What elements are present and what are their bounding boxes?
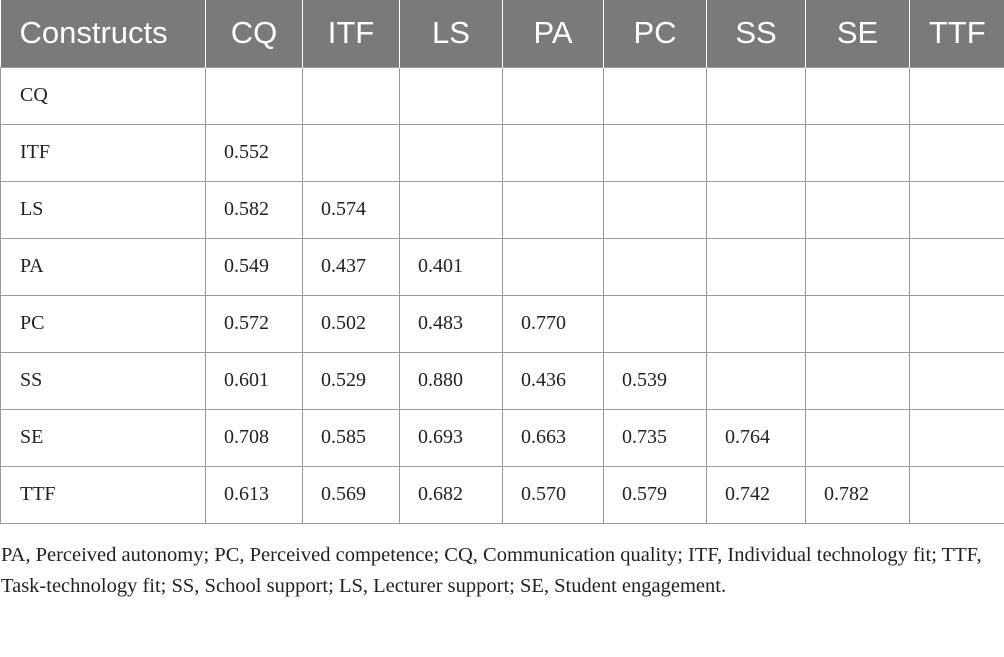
header-cell-ls: LS — [399, 0, 503, 67]
value-cell: 0.552 — [205, 123, 303, 182]
header-cell-constructs: Constructs — [0, 0, 206, 67]
header-cell-pc: PC — [603, 0, 707, 67]
row-label-cell: SS — [0, 351, 206, 410]
header-cell-itf: ITF — [302, 0, 400, 67]
header-cell-ss: SS — [706, 0, 806, 67]
value-cell — [603, 294, 707, 353]
value-cell — [502, 123, 604, 182]
header-cell-se: SE — [805, 0, 910, 67]
header-row: Constructs CQ ITF LS PA PC SS SE TTF — [0, 0, 1004, 67]
value-cell: 0.437 — [302, 237, 400, 296]
table-row: TTF 0.613 0.569 0.682 0.570 0.579 0.742 0.782 — [0, 465, 1004, 524]
value-cell: 0.663 — [502, 408, 604, 467]
value-cell — [302, 123, 400, 182]
value-cell — [909, 237, 1004, 296]
value-cell — [603, 237, 707, 296]
value-cell — [805, 180, 910, 239]
htmt-table: Constructs CQ ITF LS PA PC SS SE TTF CQ I… — [0, 0, 1004, 524]
value-cell: 0.574 — [302, 180, 400, 239]
value-cell: 0.764 — [706, 408, 806, 467]
value-cell: 0.570 — [502, 465, 604, 524]
row-label-cell: ITF — [0, 123, 206, 182]
value-cell: 0.613 — [205, 465, 303, 524]
value-cell: 0.782 — [805, 465, 910, 524]
row-label-cell: TTF — [0, 465, 206, 524]
value-cell — [502, 66, 604, 125]
value-cell: 0.708 — [205, 408, 303, 467]
value-cell — [603, 123, 707, 182]
value-cell — [909, 180, 1004, 239]
value-cell: 0.880 — [399, 351, 503, 410]
value-cell: 0.483 — [399, 294, 503, 353]
value-cell: 0.585 — [302, 408, 400, 467]
header-cell-pa: PA — [502, 0, 604, 67]
row-label-cell: PA — [0, 237, 206, 296]
row-label-cell: PC — [0, 294, 206, 353]
value-cell — [805, 66, 910, 125]
value-cell: 0.579 — [603, 465, 707, 524]
value-cell — [502, 237, 604, 296]
value-cell — [909, 408, 1004, 467]
table-header: Constructs CQ ITF LS PA PC SS SE TTF — [0, 0, 1004, 67]
value-cell — [399, 180, 503, 239]
value-cell — [603, 66, 707, 125]
table-body: CQ ITF 0.552 LS 0.582 0.574 PA 0.549 0.437 0.401 P… — [0, 66, 1004, 524]
value-cell: 0.436 — [502, 351, 604, 410]
value-cell: 0.549 — [205, 237, 303, 296]
value-cell — [399, 123, 503, 182]
value-cell: 0.529 — [302, 351, 400, 410]
row-label-cell: SE — [0, 408, 206, 467]
value-cell — [805, 123, 910, 182]
value-cell — [909, 294, 1004, 353]
row-label-cell: LS — [0, 180, 206, 239]
value-cell: 0.502 — [302, 294, 400, 353]
value-cell — [805, 351, 910, 410]
value-cell — [706, 66, 806, 125]
value-cell: 0.735 — [603, 408, 707, 467]
table-row: SE 0.708 0.585 0.693 0.663 0.735 0.764 — [0, 408, 1004, 467]
value-cell — [603, 180, 707, 239]
value-cell — [706, 351, 806, 410]
value-cell — [399, 66, 503, 125]
value-cell — [706, 180, 806, 239]
value-cell — [805, 408, 910, 467]
value-cell — [909, 123, 1004, 182]
value-cell — [706, 294, 806, 353]
value-cell: 0.693 — [399, 408, 503, 467]
value-cell: 0.742 — [706, 465, 806, 524]
table-row: SS 0.601 0.529 0.880 0.436 0.539 — [0, 351, 1004, 410]
row-label-cell: CQ — [0, 66, 206, 125]
table-footnote: PA, Perceived autonomy; PC, Perceived co… — [1, 544, 982, 597]
table-row: LS 0.582 0.574 — [0, 180, 1004, 239]
value-cell — [502, 180, 604, 239]
value-cell — [706, 123, 806, 182]
table-row: PA 0.549 0.437 0.401 — [0, 237, 1004, 296]
value-cell — [706, 237, 806, 296]
value-cell: 0.572 — [205, 294, 303, 353]
value-cell: 0.601 — [205, 351, 303, 410]
value-cell — [909, 66, 1004, 125]
table-row: PC 0.572 0.502 0.483 0.770 — [0, 294, 1004, 353]
value-cell — [909, 465, 1004, 524]
value-cell — [909, 351, 1004, 410]
value-cell — [205, 66, 303, 125]
header-cell-cq: CQ — [205, 0, 303, 67]
value-cell: 0.401 — [399, 237, 503, 296]
header-cell-ttf: TTF — [909, 0, 1004, 67]
value-cell: 0.770 — [502, 294, 604, 353]
value-cell: 0.569 — [302, 465, 400, 524]
table-row: CQ — [0, 66, 1004, 125]
value-cell — [805, 294, 910, 353]
value-cell: 0.582 — [205, 180, 303, 239]
value-cell: 0.682 — [399, 465, 503, 524]
value-cell: 0.539 — [603, 351, 707, 410]
value-cell — [302, 66, 400, 125]
value-cell — [805, 237, 910, 296]
table-row: ITF 0.552 — [0, 123, 1004, 182]
